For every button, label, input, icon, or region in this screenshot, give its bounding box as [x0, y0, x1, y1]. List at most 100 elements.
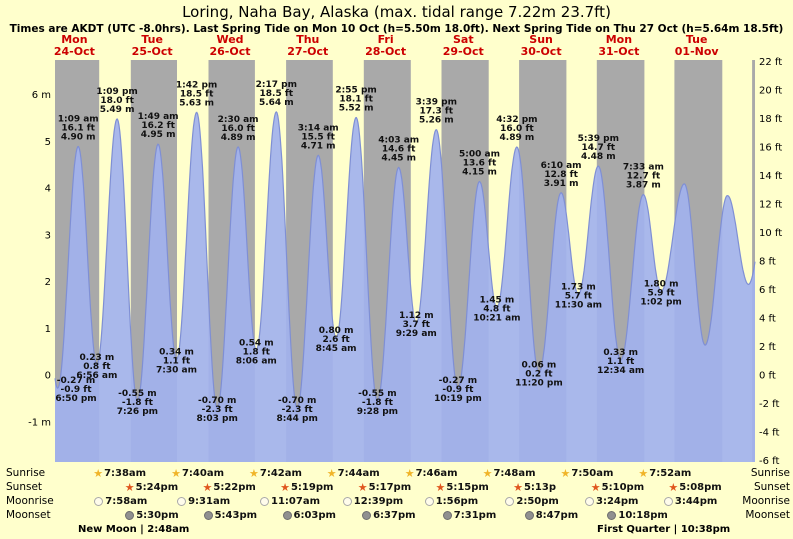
sunset-time-label: 5:13p	[523, 481, 556, 493]
tide-low-annotation: 0.33 m 1.1 ft 12:34 am	[597, 348, 644, 376]
y-axis-ft-tick: 18 ft	[759, 114, 782, 125]
sunset-time: ★ 5:17pm	[358, 480, 411, 494]
y-axis-ft-tick: 6 ft	[759, 285, 776, 296]
day-label: Sat 29-Oct	[442, 33, 484, 58]
y-axis-m-tick: 2	[45, 277, 51, 288]
y-axis-m-tick: 1	[45, 324, 51, 335]
day-label: Fri 28-Oct	[365, 33, 407, 58]
moonset-circle-icon	[442, 510, 452, 520]
moonset-circle-icon	[282, 510, 292, 520]
page-subtitle: Times are AKDT (UTC -8.0hrs). Last Sprin…	[9, 23, 784, 35]
first-quarter-phase: First Quarter | 10:38pm	[597, 524, 731, 535]
new-moon-phase: New Moon | 2:48am	[78, 524, 190, 535]
sunrise-star-icon: ★	[93, 466, 104, 480]
sunset-star-icon: ★	[280, 480, 290, 494]
moonset-time-label: 6:37pm	[373, 509, 416, 521]
moonrise-time-label: 1:56pm	[435, 495, 479, 507]
day-label: Tue 01-Nov	[674, 33, 719, 58]
sunrise-row: Sunrise ★ 7:38am ★ 7:40am ★ 7:42am ★ 7:44am ★ 7:4…	[0, 466, 793, 480]
moonset-time: 7:31pm	[442, 508, 497, 522]
tide-low-annotation: -0.70 m -2.3 ft 8:03 pm	[197, 396, 238, 424]
sunset-time: ★ 5:24pm	[125, 480, 178, 494]
moonset-time-label: 7:31pm	[453, 509, 497, 521]
tide-low-annotation: 1.73 m 5.7 ft 11:30 am	[555, 283, 602, 311]
y-axis-m-tick: 4	[45, 184, 51, 195]
sunset-time: ★ 5:15pm	[436, 480, 489, 494]
tide-high-annotation: 5:39 pm 14.7 ft 4.48 m	[578, 134, 619, 162]
tide-high-annotation: 6:10 am 12.8 ft 3.91 m	[541, 161, 582, 189]
page-title: Loring, Naha Bay, Alaska (max. tidal ran…	[182, 3, 611, 21]
sunrise-time: ★ 7:42am	[249, 466, 302, 480]
y-axis-m-tick: 6 m	[32, 90, 51, 101]
tide-curve	[54, 110, 756, 410]
sunrise-time-label: 7:44am	[337, 467, 380, 479]
sunrise-time-label: 7:42am	[259, 467, 302, 479]
y-axis-ft-tick: 4 ft	[759, 314, 776, 325]
tide-low-annotation: -0.70 m -2.3 ft 8:44 pm	[277, 396, 318, 424]
sunset-star-icon: ★	[590, 480, 601, 494]
moonrise-time-label: 11:07am	[271, 495, 320, 507]
sunset-star-icon: ★	[513, 480, 523, 494]
sunset-row-label-right: Sunset	[753, 481, 790, 493]
moonrise-row: Moonrise 7:58am 9:31am 11:07am 12:39pm 1:56p…	[0, 494, 793, 508]
y-axis-m-tick: -1 m	[28, 417, 51, 428]
moonset-row-label-left: Moonset	[6, 509, 51, 521]
y-axis-m-tick: 5	[45, 137, 51, 148]
moonset-time: 8:47pm	[524, 508, 579, 522]
moonrise-row-label-right: Moonrise	[742, 495, 790, 507]
moonset-circle-icon	[203, 510, 213, 520]
tide-low-annotation: -0.55 m -1.8 ft 7:26 pm	[117, 389, 158, 417]
moonrise-time-label: 9:31am	[188, 495, 231, 507]
moonset-time: 5:30pm	[125, 508, 179, 522]
sunset-star-icon: ★	[357, 480, 368, 494]
tide-area	[55, 111, 755, 463]
moonrise-time: 12:39pm	[342, 494, 403, 508]
moonset-circle-icon	[524, 510, 534, 520]
moonrise-time: 3:44pm	[663, 494, 717, 508]
y-axis-ft-tick: 20 ft	[759, 86, 782, 97]
moonset-time-label: 10:18pm	[618, 509, 668, 521]
sunset-time-label: 5:10pm	[601, 481, 645, 493]
day-label: Wed 26-Oct	[209, 33, 251, 58]
sunrise-time-label: 7:48am	[493, 467, 536, 479]
tide-low-annotation: 1.80 m 5.9 ft 1:02 pm	[640, 279, 681, 307]
tide-high-annotation: 2:55 pm 18.1 ft 5.52 m	[335, 86, 376, 114]
tide-low-annotation: 0.80 m 2.6 ft 8:45 am	[316, 326, 357, 354]
sunrise-row-label-left: Sunrise	[6, 467, 46, 479]
sunrise-star-icon: ★	[249, 466, 259, 480]
moonrise-time: 2:50pm	[505, 494, 559, 508]
moonrise-time: 3:24pm	[585, 494, 638, 508]
moonrise-time: 11:07am	[260, 494, 320, 508]
moonset-time-label: 8:47pm	[535, 509, 579, 521]
moonset-circle-icon	[125, 510, 135, 520]
sunrise-time-label: 7:52am	[649, 467, 692, 479]
moonset-time: 5:43pm	[203, 508, 258, 522]
sunrise-time-label: 7:38am	[104, 467, 147, 479]
y-axis-ft-tick: -6 ft	[759, 456, 779, 467]
moonset-time-label: 5:43pm	[214, 509, 258, 521]
sunrise-time: ★ 7:48am	[483, 466, 536, 480]
moonset-time-label: 5:30pm	[136, 509, 179, 521]
moonrise-row-label-left: Moonrise	[6, 495, 54, 507]
sunset-row-label-left: Sunset	[6, 481, 43, 493]
day-label: Thu 27-Oct	[287, 33, 329, 58]
moonrise-circle-icon	[505, 496, 515, 506]
moonrise-circle-icon	[177, 496, 187, 506]
tide-high-annotation: 2:17 pm 18.5 ft 5.64 m	[256, 80, 297, 108]
tide-low-annotation: -0.27 m -0.9 ft 10:19 pm	[434, 376, 482, 404]
moonrise-circle-icon	[424, 496, 434, 506]
y-axis-ft-tick: -2 ft	[759, 399, 779, 410]
y-axis-ft-tick: 0 ft	[759, 371, 776, 382]
moonset-row-label-right: Moonset	[745, 509, 790, 521]
day-label: Mon 24-Oct	[53, 33, 95, 58]
sunset-time-label: 5:24pm	[135, 481, 179, 493]
y-axis-ft-tick: 12 ft	[759, 200, 782, 211]
y-axis-m-tick: 3	[45, 230, 51, 241]
sunrise-time-label: 7:40am	[181, 467, 225, 479]
sunrise-time: ★ 7:46am	[405, 466, 458, 480]
day-label: Mon 31-Oct	[598, 33, 640, 58]
tide-low-annotation: 1.45 m 4.8 ft 10:21 am	[473, 296, 520, 324]
moonrise-time-label: 3:24pm	[596, 495, 639, 507]
tide-low-annotation: -0.27 m -0.9 ft 6:50 pm	[55, 376, 96, 404]
